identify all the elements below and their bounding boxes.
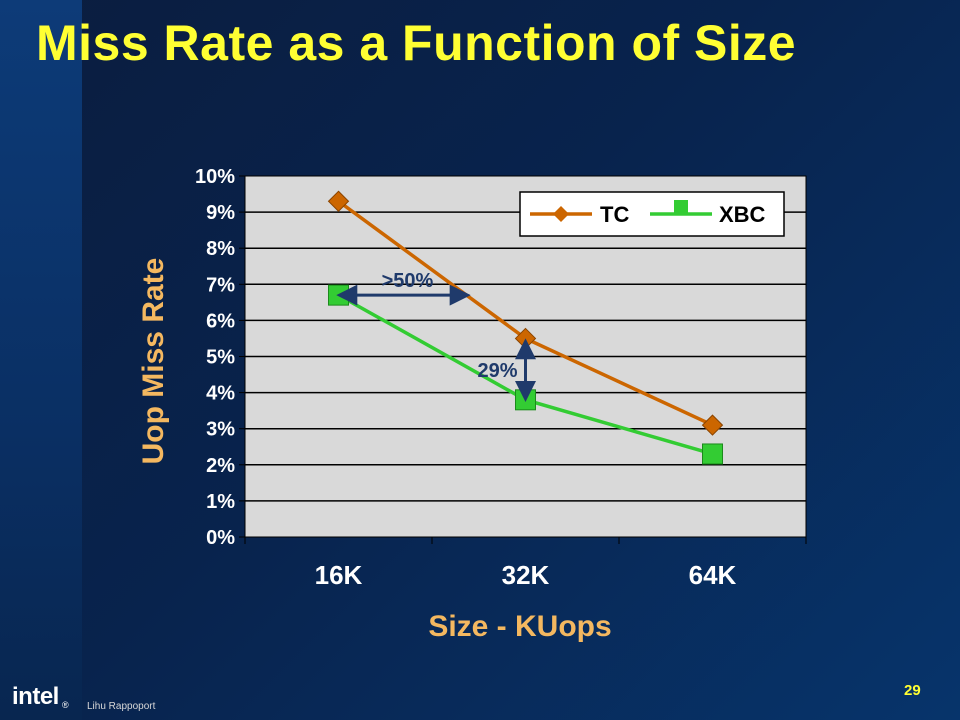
slide-title: Miss Rate as a Function of Size — [36, 15, 797, 71]
annotation-label: 29% — [477, 360, 517, 382]
y-tick-label: 10% — [195, 166, 235, 188]
y-tick-label: 2% — [206, 455, 235, 477]
y-tick-label: 0% — [206, 527, 235, 549]
intel-logo: intel — [12, 683, 59, 710]
page-number: 29 — [904, 682, 921, 699]
y-tick-label: 4% — [206, 383, 235, 405]
x-tick-label: 32K — [502, 560, 550, 590]
registered-mark: ® — [62, 700, 69, 710]
y-tick-label: 1% — [206, 491, 235, 513]
y-tick-label: 8% — [206, 238, 235, 260]
y-tick-label: 5% — [206, 347, 235, 369]
left-decorative-band — [0, 0, 82, 720]
data-point-tc — [327, 190, 350, 212]
legend-marker — [553, 206, 569, 222]
data-point-xbc — [702, 443, 723, 465]
y-tick-label: 3% — [206, 419, 235, 441]
y-tick-label: 6% — [206, 310, 235, 332]
y-tick-label: 7% — [206, 274, 235, 296]
legend-label: TC — [600, 202, 629, 227]
author-name: Lihu Rappoport — [87, 701, 156, 712]
legend-marker — [674, 200, 688, 214]
y-axis-label: Uop Miss Rate — [137, 258, 170, 465]
x-axis-label: Size - KUops — [428, 610, 611, 643]
data-point-tc — [701, 414, 724, 436]
x-tick-label: 64K — [689, 560, 737, 590]
y-tick-label: 9% — [206, 202, 235, 224]
x-tick-label: 16K — [315, 560, 363, 590]
legend-label: XBC — [719, 202, 766, 227]
annotation-label: >50% — [382, 270, 434, 292]
